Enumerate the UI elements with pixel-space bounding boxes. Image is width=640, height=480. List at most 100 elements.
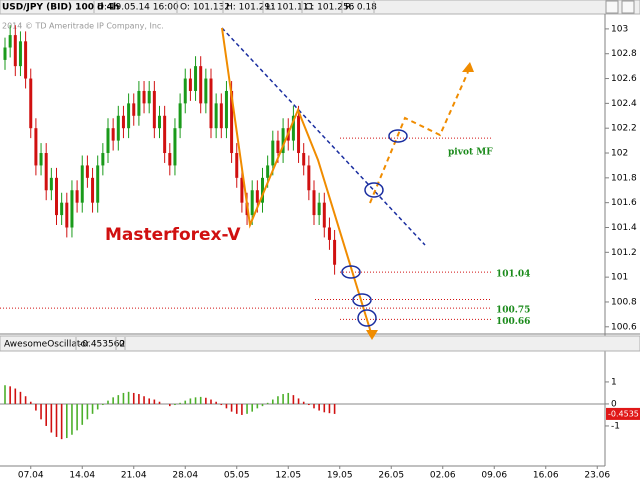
candle-body bbox=[158, 115, 161, 129]
forecast-arrow bbox=[462, 62, 474, 72]
candle-body bbox=[147, 90, 151, 104]
y-tick-label: 101.8 bbox=[611, 173, 637, 183]
candle-body bbox=[188, 78, 192, 91]
candle-body bbox=[297, 115, 301, 154]
candle-body bbox=[230, 90, 234, 154]
value-marker bbox=[606, 407, 640, 420]
level-label: 101.04 bbox=[496, 270, 530, 280]
y-tick-label: 102.8 bbox=[611, 49, 637, 59]
candle-body bbox=[224, 90, 228, 129]
candle-body bbox=[327, 227, 331, 240]
candle-body bbox=[142, 90, 146, 104]
candle-body bbox=[132, 103, 136, 116]
candle-body bbox=[116, 115, 120, 141]
y-tick-label: 1 bbox=[611, 377, 617, 387]
y-tick-label: -1 bbox=[611, 421, 620, 431]
candle-body bbox=[183, 78, 187, 104]
candle-body bbox=[29, 78, 33, 129]
candle-body bbox=[65, 202, 69, 228]
header-separators bbox=[93, 1, 375, 13]
x-tick-label: 07.04 bbox=[18, 471, 44, 480]
open: O: 101.132 bbox=[180, 3, 230, 13]
candle-body bbox=[261, 177, 264, 203]
candle-body bbox=[13, 35, 17, 67]
y-tick-label: 0 bbox=[611, 399, 617, 409]
candle-body bbox=[302, 153, 306, 166]
x-tick-label: 19.05 bbox=[327, 471, 353, 480]
candle-body bbox=[276, 140, 280, 154]
x-tick-label: 23.06 bbox=[584, 471, 610, 480]
x-tick-label: 02.06 bbox=[430, 471, 456, 480]
candle-body bbox=[235, 153, 239, 178]
candle-body bbox=[312, 190, 316, 216]
candle-body bbox=[8, 35, 12, 48]
indicator-bar bbox=[0, 335, 640, 352]
y-tick-label: 100.6 bbox=[611, 322, 637, 332]
y-tick-label: 102.4 bbox=[611, 99, 637, 109]
circles bbox=[341, 129, 408, 327]
close: C: 101.256 bbox=[305, 3, 355, 13]
candle-body bbox=[240, 177, 244, 203]
y-tick-label: 101.2 bbox=[611, 248, 637, 258]
candle-body bbox=[39, 153, 43, 166]
candle-body bbox=[34, 128, 38, 166]
candle-body bbox=[266, 165, 270, 178]
candle-body bbox=[121, 115, 125, 129]
candle-body bbox=[101, 153, 105, 166]
candle-body bbox=[91, 177, 95, 203]
candle-body bbox=[307, 165, 311, 191]
scroll-button[interactable] bbox=[605, 0, 619, 14]
candle-body bbox=[55, 177, 58, 216]
candle-body bbox=[333, 239, 337, 265]
candle-body bbox=[137, 90, 141, 116]
level-label: 100.66 bbox=[496, 317, 530, 327]
candle-body bbox=[250, 190, 254, 216]
high: H: 101.291 bbox=[226, 3, 276, 13]
x-tick-label: 28.04 bbox=[172, 471, 198, 480]
y-tick-label: 101.4 bbox=[611, 223, 637, 233]
candle-body bbox=[317, 202, 321, 216]
candle-body bbox=[214, 103, 218, 129]
indicator-value: -0.453562 bbox=[79, 340, 125, 350]
forecast-line bbox=[369, 71, 469, 204]
x-tick-label: 05.05 bbox=[224, 471, 250, 480]
candle-body bbox=[199, 66, 203, 104]
range: R: 0.18 bbox=[345, 3, 377, 13]
candle-body bbox=[85, 165, 89, 178]
pivot-label: pivot MF bbox=[448, 148, 493, 158]
x-tick-label: 21.04 bbox=[121, 471, 147, 480]
y-tick-label: 101.6 bbox=[611, 198, 637, 208]
candle-body bbox=[3, 47, 7, 60]
annotation: Masterforex-V bbox=[105, 225, 241, 245]
candle-body bbox=[111, 128, 115, 141]
candle-body bbox=[163, 115, 167, 154]
candle-body bbox=[60, 202, 64, 216]
candle-body bbox=[49, 177, 53, 191]
candle-body bbox=[168, 153, 172, 166]
y-tick-label: 102.6 bbox=[611, 74, 637, 84]
value-label: -0.4535 bbox=[608, 409, 639, 418]
candle-body bbox=[152, 90, 156, 129]
candle-body bbox=[281, 128, 285, 154]
x-tick-label: 12.05 bbox=[275, 471, 301, 480]
x-tick-label: 16.06 bbox=[533, 471, 559, 480]
x-tick-label: 26.05 bbox=[378, 471, 404, 480]
wave-arrow bbox=[366, 330, 378, 340]
candle-body bbox=[173, 128, 177, 166]
watermark: 2014 © TD Ameritrade IP Company, Inc. bbox=[2, 22, 164, 31]
x-tick-label: 14.04 bbox=[69, 471, 95, 480]
candle-body bbox=[204, 78, 208, 104]
candle-body bbox=[178, 103, 182, 129]
level-label: 100.75 bbox=[496, 306, 530, 316]
candle-body bbox=[219, 103, 223, 129]
wave-line bbox=[221, 27, 373, 337]
y-tick-label: 101 bbox=[611, 273, 628, 283]
candle-body bbox=[322, 202, 326, 228]
candle-body bbox=[80, 165, 84, 203]
candle-body bbox=[44, 153, 48, 191]
candle-body bbox=[18, 41, 22, 67]
close-button[interactable] bbox=[621, 0, 635, 14]
indicator-extra: 0 bbox=[119, 340, 125, 350]
